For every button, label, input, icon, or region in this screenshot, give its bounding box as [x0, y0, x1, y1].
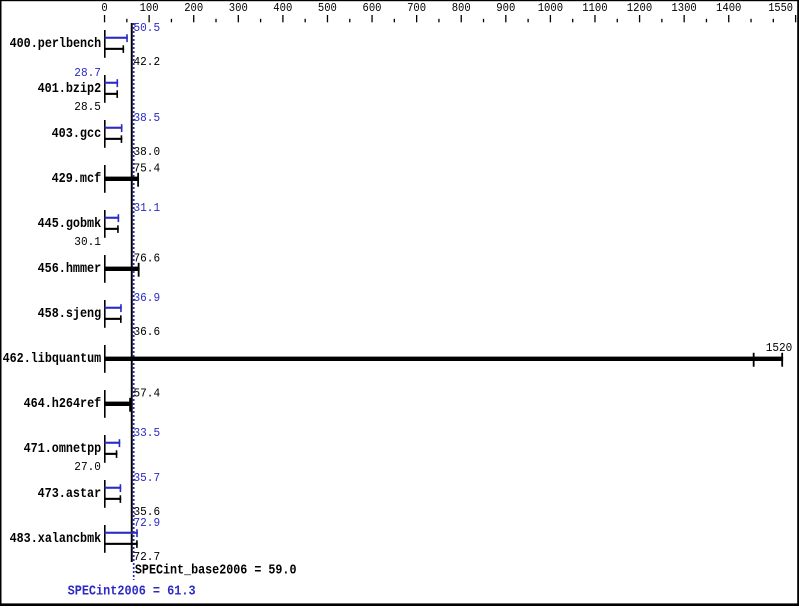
svg-text:1000: 1000	[538, 1, 563, 15]
svg-text:100: 100	[140, 1, 159, 15]
svg-text:42.2: 42.2	[134, 55, 161, 69]
svg-text:400: 400	[273, 1, 292, 15]
svg-text:1300: 1300	[671, 1, 696, 15]
svg-text:300: 300	[229, 1, 248, 15]
svg-text:35.6: 35.6	[134, 505, 161, 519]
svg-text:50.5: 50.5	[134, 21, 161, 35]
svg-text:456.hmmer: 456.hmmer	[38, 262, 102, 277]
svg-text:57.4: 57.4	[134, 386, 161, 400]
svg-text:SPECint_base2006 = 59.0: SPECint_base2006 = 59.0	[135, 563, 297, 578]
svg-text:600: 600	[363, 1, 382, 15]
svg-text:462.libquantum: 462.libquantum	[3, 352, 102, 367]
svg-text:403.gcc: 403.gcc	[52, 127, 102, 142]
svg-text:36.6: 36.6	[134, 325, 161, 339]
svg-text:28.7: 28.7	[74, 66, 101, 80]
svg-text:1520: 1520	[766, 341, 793, 355]
svg-text:1100: 1100	[582, 1, 607, 15]
svg-text:500: 500	[318, 1, 337, 15]
svg-text:72.7: 72.7	[134, 550, 161, 564]
svg-text:36.9: 36.9	[134, 291, 161, 305]
svg-text:473.astar: 473.astar	[38, 487, 102, 502]
svg-text:75.4: 75.4	[134, 161, 161, 175]
svg-text:464.h264ref: 464.h264ref	[24, 397, 102, 412]
svg-text:483.xalancbmk: 483.xalancbmk	[10, 532, 102, 547]
svg-text:38.5: 38.5	[134, 111, 161, 125]
svg-text:400.perlbench: 400.perlbench	[10, 37, 102, 52]
svg-text:SPECint2006 = 61.3: SPECint2006 = 61.3	[68, 585, 196, 600]
svg-text:800: 800	[452, 1, 471, 15]
svg-text:28.5: 28.5	[74, 100, 101, 114]
svg-text:471.omnetpp: 471.omnetpp	[24, 442, 102, 457]
svg-text:76.6: 76.6	[134, 251, 161, 265]
svg-text:700: 700	[407, 1, 426, 15]
svg-text:31.1: 31.1	[134, 201, 161, 215]
svg-text:1550: 1550	[768, 1, 793, 15]
svg-text:900: 900	[496, 1, 515, 15]
svg-text:27.0: 27.0	[74, 460, 101, 474]
svg-text:401.bzip2: 401.bzip2	[38, 82, 102, 97]
svg-text:200: 200	[184, 1, 203, 15]
svg-text:72.9: 72.9	[134, 516, 161, 530]
svg-text:30.1: 30.1	[74, 235, 101, 249]
svg-text:445.gobmk: 445.gobmk	[38, 217, 102, 232]
svg-text:429.mcf: 429.mcf	[52, 172, 102, 187]
svg-text:33.5: 33.5	[134, 426, 161, 440]
svg-text:1200: 1200	[627, 1, 652, 15]
svg-text:35.7: 35.7	[134, 471, 161, 485]
svg-text:0: 0	[101, 1, 107, 15]
svg-text:1400: 1400	[716, 1, 741, 15]
svg-text:458.sjeng: 458.sjeng	[38, 307, 102, 322]
svg-text:38.0: 38.0	[134, 145, 161, 159]
